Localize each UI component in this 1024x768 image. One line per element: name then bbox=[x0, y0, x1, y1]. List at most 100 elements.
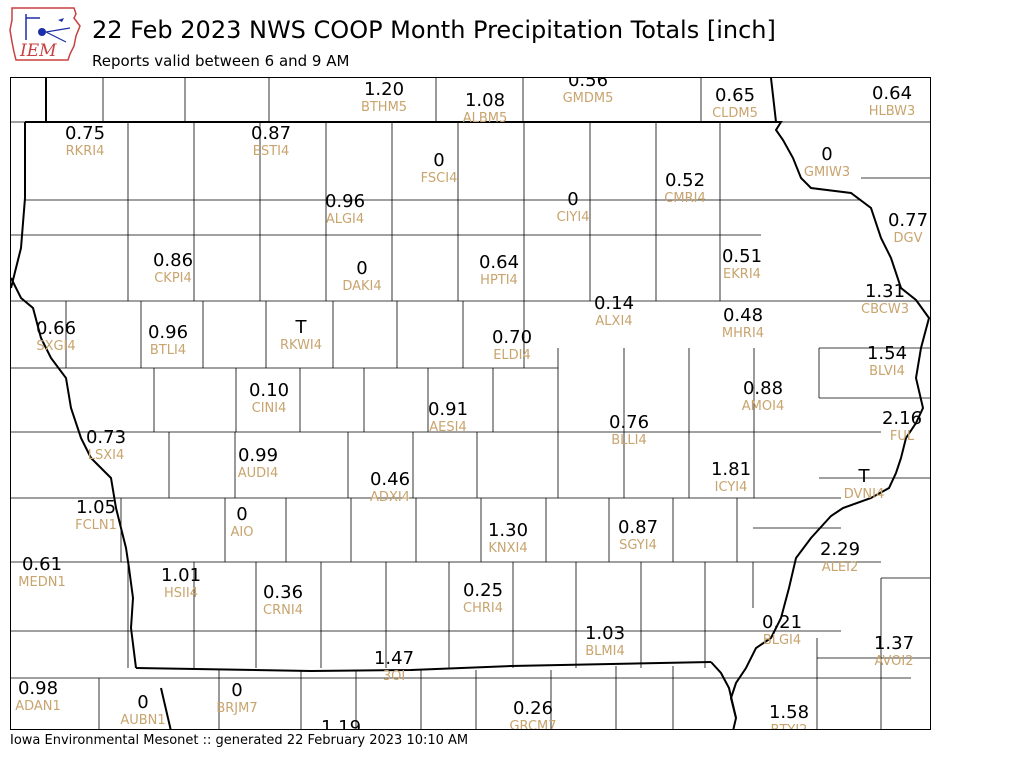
station-value: T bbox=[858, 466, 870, 487]
station-id: ADXI4 bbox=[370, 490, 410, 505]
station-id: CHRI4 bbox=[462, 601, 503, 616]
station-id: HLBW3 bbox=[868, 104, 916, 119]
station-value: 0.51 bbox=[721, 246, 763, 267]
station-marker: 0.96 BTLI4 bbox=[147, 322, 189, 358]
station-marker: 0.88 AMOI4 bbox=[741, 378, 785, 414]
station-marker: T RKWI4 bbox=[279, 317, 323, 353]
station-marker: 0.66 SXGI4 bbox=[35, 318, 77, 354]
station-marker: 1.54 BLVI4 bbox=[866, 343, 908, 379]
station-id: CBCW3 bbox=[861, 302, 909, 317]
station-id: FSCI4 bbox=[420, 171, 458, 186]
station-marker: 0.98 ADAN1 bbox=[15, 678, 61, 714]
station-value: 0.73 bbox=[85, 427, 127, 448]
page-subtitle: Reports valid between 6 and 9 AM bbox=[92, 52, 350, 70]
station-id: SXGI4 bbox=[36, 339, 76, 354]
station-value: 0.10 bbox=[248, 380, 290, 401]
station-value: 1.08 bbox=[464, 90, 506, 111]
station-id: CLDM5 bbox=[712, 106, 758, 121]
station-value: 0.75 bbox=[64, 123, 106, 144]
station-value: 0 bbox=[433, 150, 445, 171]
station-marker: 0.77 DGV bbox=[887, 210, 929, 246]
station-marker: 2.29 ALEI2 bbox=[819, 539, 861, 575]
station-marker: 0.65 CLDM5 bbox=[712, 87, 758, 121]
station-id: EKRI4 bbox=[723, 267, 761, 282]
station-value: 0 bbox=[236, 504, 248, 525]
station-id: BLGI4 bbox=[762, 633, 802, 648]
station-value: 0.14 bbox=[593, 293, 635, 314]
station-id: RKRI4 bbox=[65, 144, 105, 159]
station-marker: 0.99 AUDI4 bbox=[237, 445, 279, 481]
station-id: RKWI4 bbox=[279, 338, 323, 353]
station-value: 0 bbox=[567, 189, 579, 210]
station-value: 1.20 bbox=[363, 79, 405, 100]
station-value: 0.87 bbox=[250, 123, 292, 144]
station-id: CIYI4 bbox=[556, 210, 590, 225]
station-value: 0.66 bbox=[35, 318, 77, 339]
station-marker: 0.96 ALGI4 bbox=[325, 193, 365, 227]
station-id: 3OI bbox=[382, 669, 406, 684]
station-value: 1.81 bbox=[710, 459, 752, 480]
station-id: CINI4 bbox=[251, 401, 287, 416]
station-value: T bbox=[295, 317, 307, 338]
station-value: 0.99 bbox=[237, 445, 279, 466]
station-id: AVOI2 bbox=[874, 654, 914, 669]
station-marker: 0.76 BLLI4 bbox=[609, 414, 649, 448]
station-id: CMRI4 bbox=[664, 191, 706, 206]
station-id: ICYI4 bbox=[714, 480, 748, 495]
station-id: AUBN1 bbox=[120, 713, 166, 728]
station-value: 1.37 bbox=[873, 633, 915, 654]
station-value: 0.36 bbox=[262, 582, 304, 603]
station-id: HPTI4 bbox=[480, 273, 518, 288]
page-title: 22 Feb 2023 NWS COOP Month Precipitation… bbox=[92, 16, 776, 44]
station-value: 0.98 bbox=[17, 678, 59, 699]
station-id: BTYI2 bbox=[769, 724, 809, 729]
station-marker: 1.31 CBCW3 bbox=[861, 281, 909, 317]
station-marker: 0.21 BLGI4 bbox=[761, 612, 803, 648]
station-value: 0.61 bbox=[21, 554, 63, 575]
station-value: 0.26 bbox=[512, 698, 554, 719]
station-value: 2.29 bbox=[819, 539, 861, 560]
station-value: 0.56 bbox=[567, 77, 609, 91]
station-marker: 0.64 HPTI4 bbox=[479, 254, 519, 288]
footer-text: Iowa Environmental Mesonet :: generated … bbox=[10, 733, 469, 748]
station-id: AUDI4 bbox=[237, 466, 279, 481]
station-id: ELDI4 bbox=[493, 348, 531, 363]
station-id: BLMI4 bbox=[585, 644, 625, 659]
station-marker: 0.87 ESTI4 bbox=[250, 123, 292, 159]
station-marker: 0.51 EKRI4 bbox=[721, 246, 763, 282]
station-id: HSII4 bbox=[164, 586, 198, 601]
station-value: 0.88 bbox=[742, 378, 784, 399]
station-value: 1.31 bbox=[864, 281, 906, 302]
station-id: FUL bbox=[889, 429, 915, 444]
station-value: 0.48 bbox=[722, 305, 764, 326]
station-id: ALBM5 bbox=[462, 111, 508, 126]
iem-logo: IEM bbox=[8, 6, 84, 62]
station-id: KNXI4 bbox=[488, 541, 528, 556]
station-value: 0.96 bbox=[147, 322, 189, 343]
station-value: 1.58 bbox=[768, 702, 810, 723]
station-id: ALXI4 bbox=[595, 314, 633, 329]
station-value: 0 bbox=[231, 680, 243, 701]
station-marker: 0.26 GRCM7 bbox=[509, 700, 556, 730]
station-value: 1.01 bbox=[160, 565, 202, 586]
station-id: AMOI4 bbox=[741, 399, 785, 414]
station-id: DAKI4 bbox=[342, 279, 382, 294]
station-id: BTLI4 bbox=[149, 343, 187, 358]
station-marker: 1.20 BTHM5 bbox=[361, 79, 407, 115]
station-value: 0.25 bbox=[462, 580, 504, 601]
station-value: 0.91 bbox=[427, 399, 469, 420]
station-value: 0.77 bbox=[887, 210, 929, 231]
station-marker: 1.81 ICYI4 bbox=[710, 459, 752, 495]
station-value: 1.54 bbox=[866, 343, 908, 364]
station-marker: T DVNI4 bbox=[844, 466, 885, 502]
station-id: BRJM7 bbox=[216, 701, 258, 716]
station-id: GRCM7 bbox=[509, 719, 557, 730]
station-id: CRNI4 bbox=[263, 603, 303, 618]
station-id: LSXI4 bbox=[87, 448, 125, 463]
station-id: DGV bbox=[893, 231, 923, 246]
station-value: 0.21 bbox=[761, 612, 803, 633]
station-marker: 0 CIYI4 bbox=[556, 189, 590, 225]
station-marker: 0.75 RKRI4 bbox=[64, 123, 106, 159]
station-marker: 0.56 GMDM5 bbox=[563, 77, 614, 105]
station-id: MEDN1 bbox=[18, 575, 66, 590]
